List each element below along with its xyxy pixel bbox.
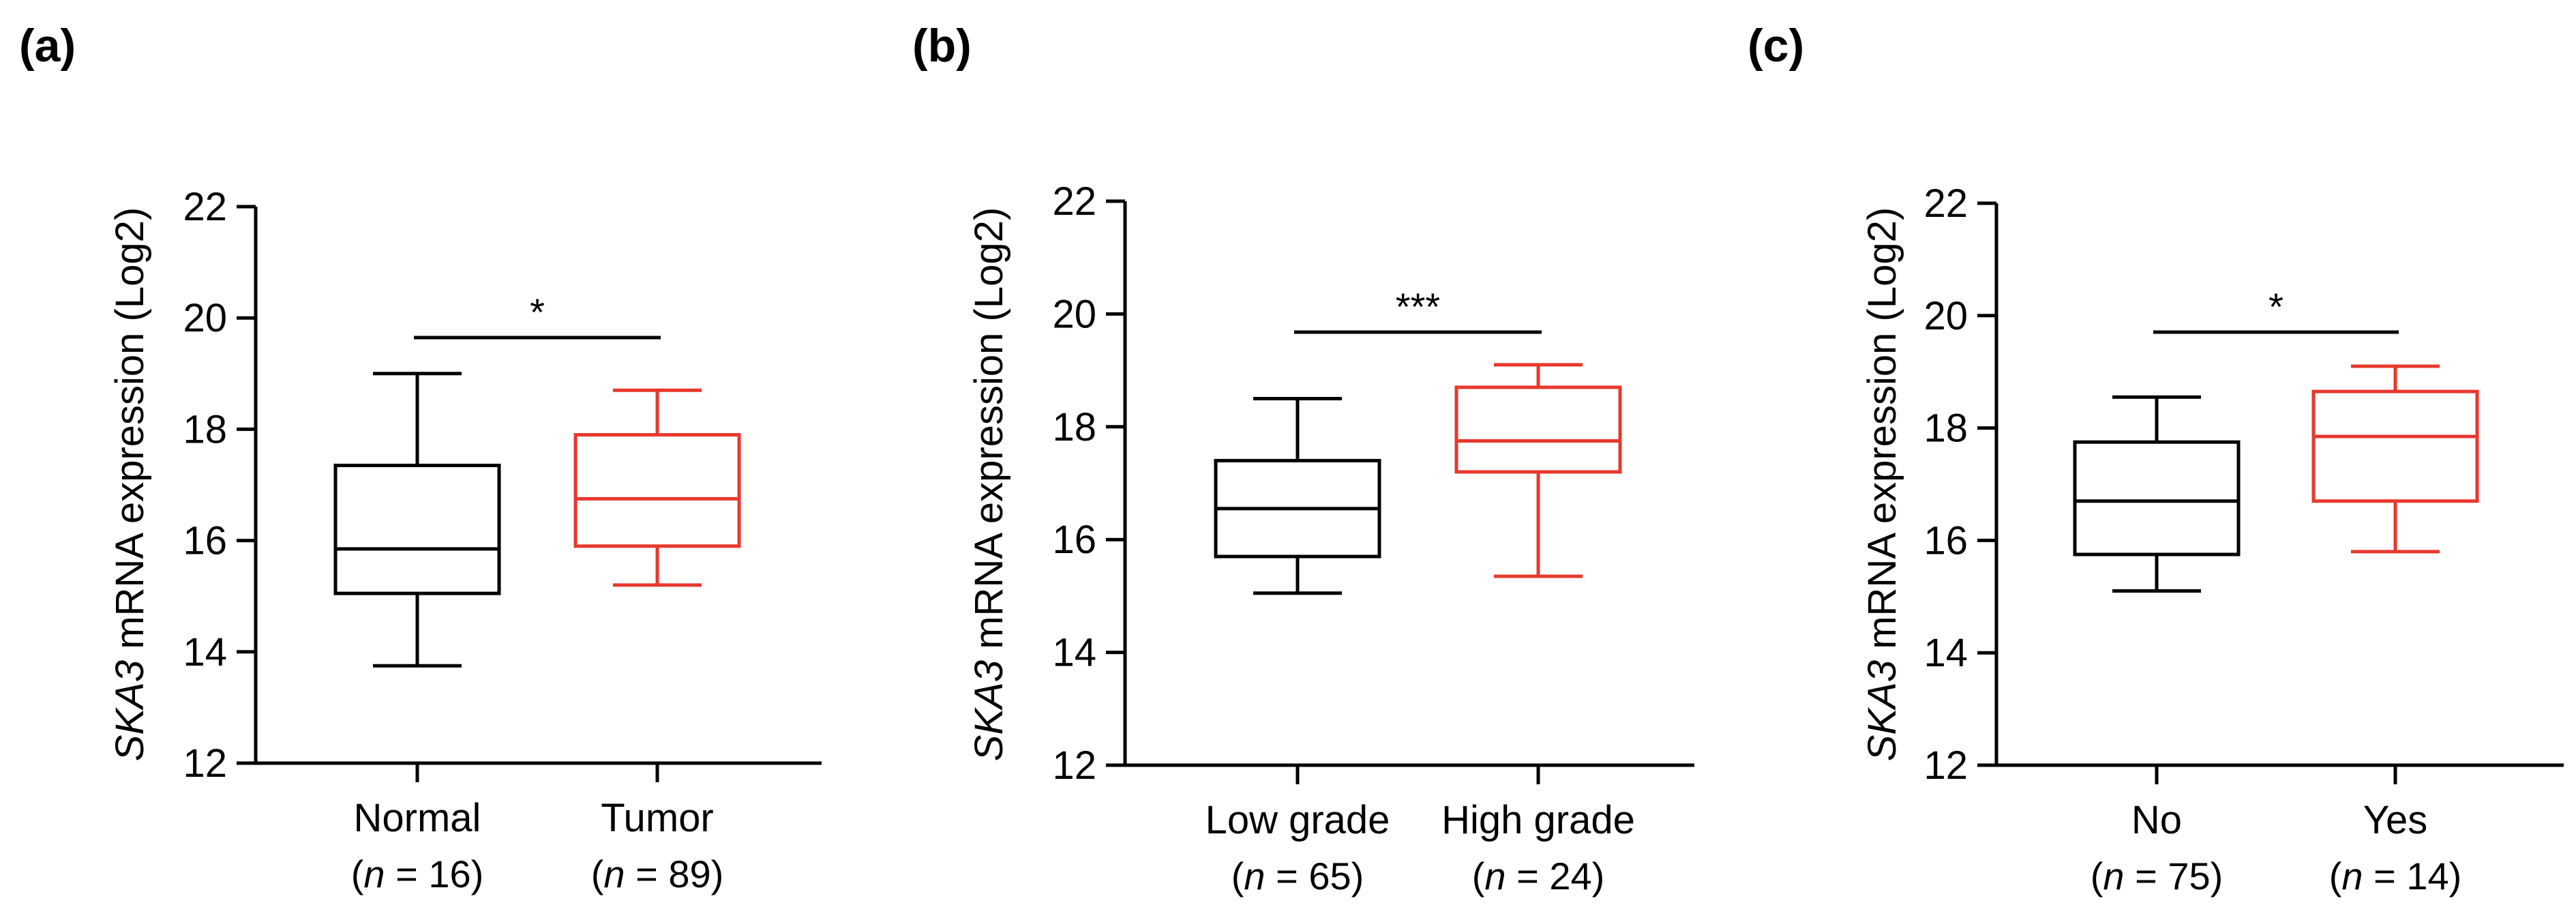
category-label: No [2131, 798, 2182, 842]
iqr-box [1454, 385, 1622, 474]
panel-c: (c) 12 14 16 18 20 22 SKA3 mRNA expression (Log… [1748, 20, 2564, 897]
y-tick-label: 16 [1923, 518, 1968, 563]
y-tick-label: 20 [183, 296, 227, 340]
sample-size-label: (n = 14) [2329, 855, 2462, 897]
category-label: Tumor [601, 796, 713, 840]
y-axis-label: SKA3 mRNA expression (Log2) [1860, 207, 1904, 761]
y-tick-label: 20 [1052, 292, 1096, 336]
panel-a: (a) 12 14 16 18 20 22 SKA3 mRNA expression (Log… [19, 20, 822, 895]
y-tick-label: 14 [1923, 631, 1968, 675]
category-label: High grade [1441, 798, 1635, 842]
y-tick-label: 16 [1052, 518, 1096, 562]
category-label: Normal [354, 796, 481, 840]
y-tick-label: 20 [1923, 294, 1968, 338]
panel-label: (c) [1748, 20, 1804, 72]
y-tick-label: 18 [1923, 406, 1968, 451]
sample-size-label: (n = 24) [1472, 855, 1605, 897]
sample-size-label: (n = 16) [351, 852, 484, 895]
significance-marker: * [2268, 285, 2283, 328]
category-label: Yes [2363, 798, 2428, 842]
iqr-box [2073, 440, 2241, 557]
box-tumor [573, 388, 741, 587]
y-tick-label: 18 [1052, 405, 1096, 449]
sample-size-label: (n = 65) [1231, 855, 1364, 897]
y-axis-label: SKA3 mRNA expression (Log2) [967, 207, 1011, 761]
box-no [2073, 395, 2241, 593]
y-tick-label: 22 [1052, 179, 1096, 224]
iqr-box [2311, 389, 2479, 503]
box-yes [2311, 364, 2479, 554]
significance-marker: * [530, 291, 545, 333]
sample-size-label: (n = 89) [591, 852, 724, 895]
y-tick-label: 22 [1923, 181, 1968, 226]
box-low-grade [1214, 396, 1381, 595]
panel-label: (b) [912, 20, 972, 72]
iqr-box [333, 463, 501, 595]
y-tick-label: 14 [1052, 631, 1096, 675]
panel-label: (a) [19, 20, 76, 72]
sample-size-label: (n = 75) [2091, 855, 2223, 897]
y-tick-label: 22 [183, 185, 227, 229]
y-tick-label: 12 [183, 741, 227, 786]
iqr-box [573, 433, 741, 548]
significance-marker: *** [1396, 285, 1440, 328]
y-tick-label: 18 [183, 407, 227, 451]
y-tick-label: 12 [1052, 743, 1096, 788]
box-normal [333, 372, 501, 668]
box-high-grade [1454, 363, 1622, 578]
y-tick-label: 14 [183, 630, 227, 674]
y-tick-label: 12 [1923, 743, 1968, 788]
category-label: Low grade [1205, 798, 1390, 842]
y-axis-label: SKA3 mRNA expression (Log2) [108, 207, 152, 761]
y-tick-label: 16 [183, 519, 227, 563]
panel-b: (b) 12 14 16 18 20 22 SKA3 mRNA expression (Log… [912, 20, 1694, 897]
